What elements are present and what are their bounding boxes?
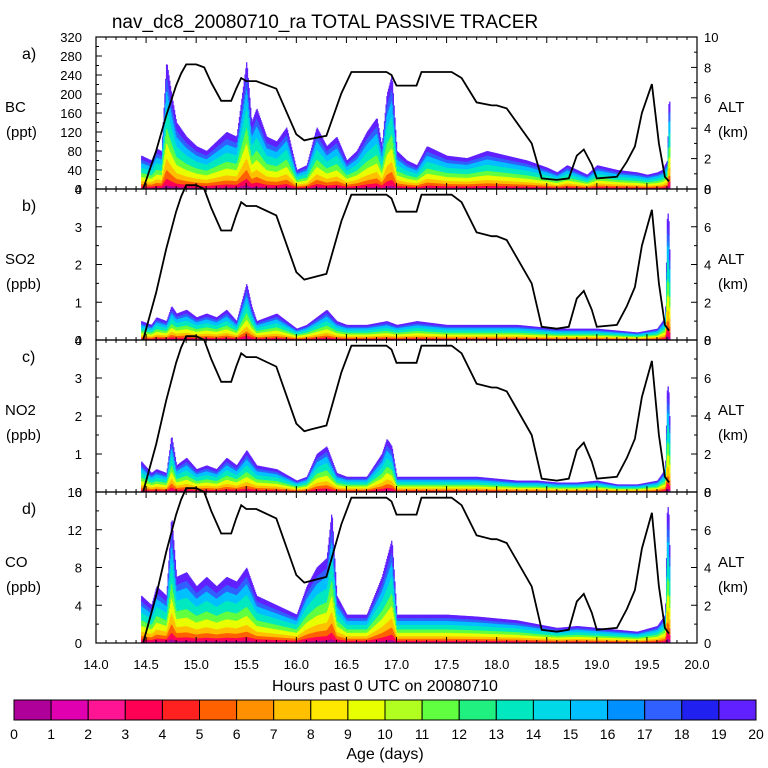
panels: 040801201602002402803200246810a)BC(ppt)A… <box>5 30 748 651</box>
age-band-segment <box>393 93 394 105</box>
age-band-segment <box>392 81 393 94</box>
tracer-area-bc <box>141 62 671 189</box>
age-band-segment <box>393 105 394 115</box>
chart-title: nav_dc8_20080710_ra TOTAL PASSIVE TRACER <box>112 12 538 33</box>
panel-bc: 040801201602002402803200246810a)BC(ppt)A… <box>5 30 748 197</box>
age-band-segment <box>249 98 250 109</box>
age-band-segment <box>396 142 397 148</box>
age-band-segment <box>395 130 396 138</box>
age-band-segment <box>394 118 395 127</box>
age-band-segment <box>294 161 295 165</box>
age-band-segment <box>295 164 296 167</box>
age-band-segment <box>250 108 251 118</box>
